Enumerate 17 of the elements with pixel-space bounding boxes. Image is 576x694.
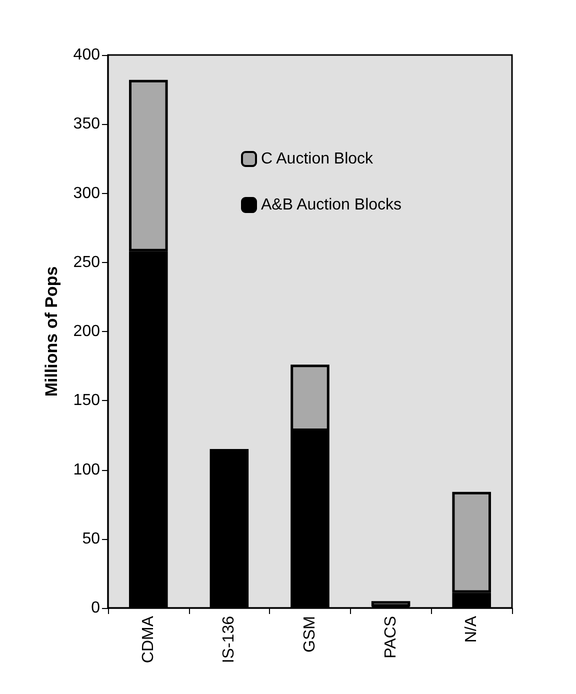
y-tick-label: 350 <box>73 116 100 133</box>
x-tick-label: CDMA <box>140 616 157 664</box>
y-tick-label: 400 <box>73 46 100 64</box>
x-tick-label: GSM <box>302 616 318 652</box>
legend-label: C Auction Block <box>261 150 374 168</box>
y-tick-label: 250 <box>73 254 100 271</box>
y-tick-label: 50 <box>82 530 100 548</box>
y-tick-label: 0 <box>91 600 100 616</box>
y-tick-label: 300 <box>73 184 100 202</box>
x-tick-label: IS-136 <box>220 616 238 664</box>
y-tick-label: 100 <box>73 461 100 478</box>
x-tick-label: PACS <box>382 616 400 658</box>
x-tick-label: N/A <box>463 616 480 643</box>
y-tick-label: 150 <box>73 392 100 410</box>
y-tick-label: 200 <box>73 323 100 340</box>
legend-label: A&B Auction Blocks <box>261 196 402 214</box>
y-axis-title: Millions of Pops <box>42 266 61 397</box>
